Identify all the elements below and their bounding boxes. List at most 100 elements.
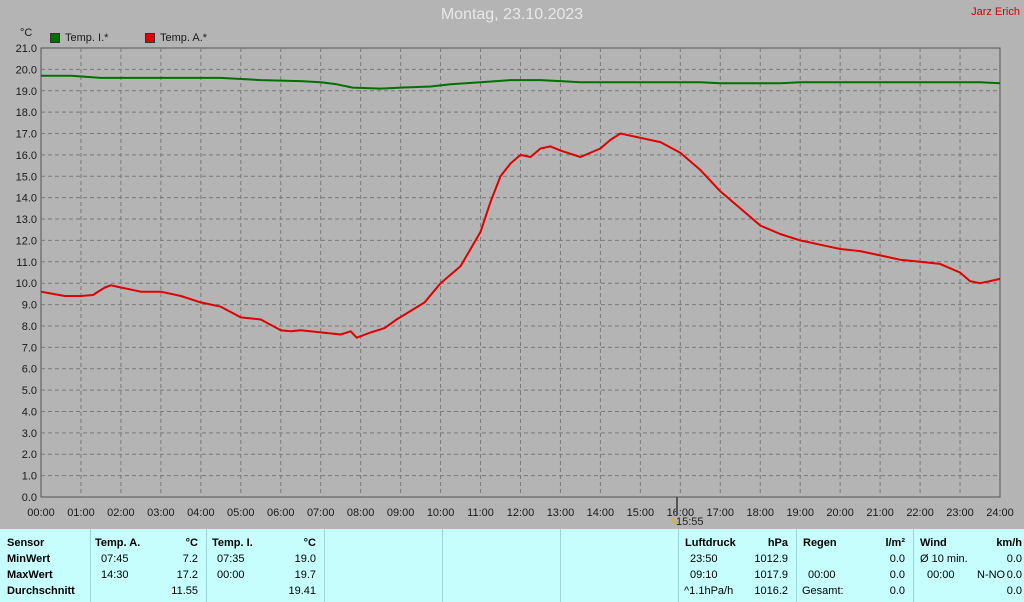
x-tick-label: 13:00 bbox=[547, 507, 575, 519]
pressure-header: Luftdruck bbox=[685, 537, 736, 549]
x-tick-label: 05:00 bbox=[227, 507, 255, 519]
x-tick-label: 15:00 bbox=[627, 507, 655, 519]
legend-swatch-red bbox=[145, 33, 155, 43]
y-tick-label: 3.0 bbox=[22, 428, 37, 440]
wind-unit: km/h bbox=[996, 537, 1022, 549]
temperature-chart: 0.0 1.0 2.0 3.0 4.0 5.0 6.0 7.0 8.0 9.0 10.0 11.0 12… bbox=[16, 43, 1014, 519]
temp-a-min-time: 07:45 bbox=[101, 553, 129, 565]
empty-column bbox=[561, 529, 679, 602]
y-tick-label: 1.0 bbox=[22, 471, 37, 483]
temp-i-max-value: 19.7 bbox=[294, 569, 316, 581]
pressure-unit: hPa bbox=[767, 537, 788, 549]
rain-value-2: 0.0 bbox=[889, 569, 905, 581]
rain-unit: l/m² bbox=[885, 537, 905, 549]
pressure-min-time: 23:50 bbox=[690, 553, 718, 565]
y-tick-label: 10.0 bbox=[16, 278, 37, 290]
y-axis-unit: °C bbox=[20, 27, 33, 39]
x-tick-label: 02:00 bbox=[107, 507, 135, 519]
temp-a-min-value: 7.2 bbox=[182, 553, 198, 565]
x-tick-label: 17:00 bbox=[707, 507, 735, 519]
temp-i-unit: °C bbox=[303, 537, 316, 549]
series-line-temp-a bbox=[40, 132, 1001, 339]
x-tick-label: 03:00 bbox=[147, 507, 175, 519]
x-tick-label: 19:00 bbox=[786, 507, 814, 519]
y-tick-label: 21.0 bbox=[16, 43, 37, 55]
x-tick-label: 20:00 bbox=[826, 507, 854, 519]
rain-total-label: Gesamt: bbox=[802, 585, 844, 597]
y-tick-label: 11.0 bbox=[16, 257, 37, 269]
temp-i-column: Temp. I. °C 07:35 19.0 00:00 19.7 19.41 bbox=[207, 529, 325, 602]
x-tick-label: 10:00 bbox=[427, 507, 455, 519]
temp-a-max-value: 17.2 bbox=[176, 569, 198, 581]
wind-direction: N-NO bbox=[977, 569, 1006, 581]
x-tick-label: 06:00 bbox=[267, 507, 295, 519]
wind-max: 0.0 bbox=[1006, 569, 1022, 581]
y-tick-label: 15.0 bbox=[16, 171, 37, 183]
empty-column bbox=[443, 529, 561, 602]
y-tick-label: 16.0 bbox=[16, 150, 37, 162]
y-tick-label: 9.0 bbox=[22, 300, 37, 312]
y-tick-label: 5.0 bbox=[22, 385, 37, 397]
temp-i-min-value: 19.0 bbox=[294, 553, 316, 565]
y-tick-label: 19.0 bbox=[16, 86, 37, 98]
y-tick-label: 17.0 bbox=[16, 129, 37, 141]
x-tick-label: 12:00 bbox=[507, 507, 535, 519]
x-tick-label: 07:00 bbox=[307, 507, 335, 519]
temp-i-header: Temp. I. bbox=[212, 537, 253, 549]
wind-header: Wind bbox=[920, 537, 947, 549]
legend-swatch-green bbox=[50, 33, 60, 43]
wind-avg: 0.0 bbox=[1006, 553, 1022, 565]
y-tick-label: 8.0 bbox=[22, 321, 37, 333]
temp-a-header: Temp. A. bbox=[95, 537, 141, 549]
wind-avg-label: Ø 10 min. bbox=[920, 553, 968, 565]
chart-title: Montag, 23.10.2023 bbox=[440, 6, 584, 23]
wind-column: Wind km/h Ø 10 min. 0.0 00:00 N-NO 0.0 0… bbox=[914, 529, 1024, 602]
wind-value-3: 0.0 bbox=[1006, 585, 1022, 597]
x-tick-label: 22:00 bbox=[906, 507, 934, 519]
rain-column: Regen l/m² 0.0 00:00 0.0 Gesamt: 0.0 bbox=[797, 529, 914, 602]
y-tick-label: 6.0 bbox=[22, 364, 37, 376]
pressure-trend: ^1.1hPa/h bbox=[684, 585, 734, 597]
legend-label: Temp. A.* bbox=[160, 32, 208, 44]
x-tick-label: 04:00 bbox=[187, 507, 215, 519]
author-label: Jarz Erich bbox=[971, 6, 1020, 18]
y-tick-label: 7.0 bbox=[22, 342, 37, 354]
temp-a-max-time: 14:30 bbox=[101, 569, 129, 581]
legend-item-temp-a[interactable]: Temp. A.* bbox=[145, 32, 207, 44]
y-tick-label: 0.0 bbox=[22, 492, 37, 504]
y-tick-label: 14.0 bbox=[16, 193, 37, 205]
avg-label: Durchschnitt bbox=[7, 585, 75, 597]
y-tick-label: 4.0 bbox=[22, 406, 37, 418]
sensor-header: Sensor bbox=[7, 537, 45, 549]
table-row-labels: Sensor MinWert MaxWert Durchschnitt bbox=[0, 529, 91, 602]
wind-time: 00:00 bbox=[927, 569, 955, 581]
y-tick-label: 13.0 bbox=[16, 214, 37, 226]
legend-label: Temp. I.* bbox=[65, 32, 109, 44]
x-tick-label: 24:00 bbox=[986, 507, 1014, 519]
temp-i-min-time: 07:35 bbox=[217, 553, 245, 565]
y-tick-label: 18.0 bbox=[16, 107, 37, 119]
series-line-temp-i bbox=[41, 74, 1001, 90]
pressure-min-value: 1012.9 bbox=[754, 553, 788, 565]
x-tick-label: 23:00 bbox=[946, 507, 974, 519]
rain-header: Regen bbox=[803, 537, 837, 549]
y-tick-label: 2.0 bbox=[22, 449, 37, 461]
legend-item-temp-i[interactable]: Temp. I.* bbox=[50, 32, 108, 44]
rain-total: 0.0 bbox=[889, 585, 905, 597]
pressure-current: 1016.2 bbox=[754, 585, 788, 597]
pressure-column: Luftdruck hPa 23:50 1012.9 09:10 1017.9 … bbox=[679, 529, 797, 602]
pressure-max-time: 09:10 bbox=[690, 569, 718, 581]
pressure-max-value: 1017.9 bbox=[754, 569, 788, 581]
temp-i-max-time: 00:00 bbox=[217, 569, 245, 581]
x-tick-label: 16:00 bbox=[667, 507, 695, 519]
temp-a-avg: 11.55 bbox=[171, 585, 198, 597]
x-tick-label: 18:00 bbox=[746, 507, 774, 519]
max-label: MaxWert bbox=[7, 569, 53, 581]
x-tick-label: 14:00 bbox=[587, 507, 615, 519]
y-tick-label: 20.0 bbox=[16, 64, 37, 76]
temp-a-column: Temp. A. °C 07:45 7.2 14:30 17.2 11.55 bbox=[91, 529, 207, 602]
x-tick-label: 00:00 bbox=[27, 507, 55, 519]
pin-icon: ✎ bbox=[670, 517, 679, 528]
rain-value-1: 0.0 bbox=[889, 553, 905, 565]
current-time-label: 15:55 bbox=[676, 516, 704, 528]
